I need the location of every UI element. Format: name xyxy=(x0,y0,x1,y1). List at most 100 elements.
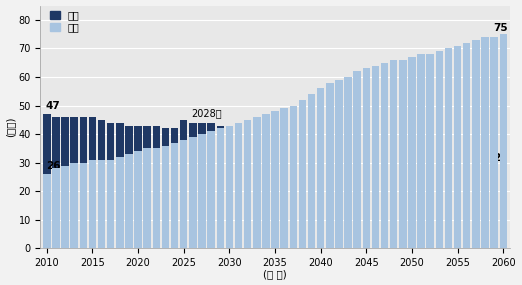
Bar xyxy=(353,71,361,248)
Bar xyxy=(299,100,306,248)
Bar xyxy=(490,166,498,248)
Bar xyxy=(171,143,179,248)
Bar xyxy=(52,117,60,248)
Bar xyxy=(426,160,434,248)
Legend: 출생, 사망: 출생, 사망 xyxy=(50,11,79,32)
Bar xyxy=(189,123,197,248)
Bar xyxy=(52,168,60,248)
Bar xyxy=(317,154,324,248)
Bar xyxy=(390,60,397,248)
Bar xyxy=(262,114,270,248)
Bar xyxy=(345,77,352,248)
Bar xyxy=(189,137,197,248)
Bar xyxy=(363,160,370,248)
Bar xyxy=(152,125,160,248)
Bar xyxy=(418,54,425,248)
Bar xyxy=(226,125,233,248)
Bar xyxy=(500,166,507,248)
Bar xyxy=(171,128,179,248)
Bar xyxy=(353,157,361,248)
Bar xyxy=(116,157,124,248)
Bar xyxy=(144,125,151,248)
Bar xyxy=(134,125,142,248)
Bar xyxy=(89,160,96,248)
Bar xyxy=(244,131,252,248)
Bar xyxy=(408,57,416,248)
Bar xyxy=(70,117,78,248)
Bar xyxy=(79,163,87,248)
Bar xyxy=(125,154,133,248)
Bar xyxy=(180,120,187,248)
Text: 2028년: 2028년 xyxy=(191,108,222,118)
Bar xyxy=(308,94,315,248)
Bar xyxy=(445,163,452,248)
Bar xyxy=(317,88,324,248)
Bar xyxy=(372,160,379,248)
Bar xyxy=(490,37,498,248)
Bar xyxy=(418,160,425,248)
Bar xyxy=(43,114,51,248)
Bar xyxy=(326,83,334,248)
Bar xyxy=(390,160,397,248)
Bar xyxy=(363,68,370,248)
Bar xyxy=(463,43,470,248)
Bar xyxy=(198,134,206,248)
Bar xyxy=(408,160,416,248)
Bar xyxy=(308,151,315,248)
Bar xyxy=(299,148,306,248)
Bar xyxy=(207,131,215,248)
Bar xyxy=(262,137,270,248)
Bar xyxy=(381,160,388,248)
Bar xyxy=(107,160,114,248)
Bar xyxy=(345,157,352,248)
Bar xyxy=(235,128,242,248)
Text: 47: 47 xyxy=(46,101,61,111)
Bar xyxy=(463,163,470,248)
Bar xyxy=(217,128,224,248)
Bar xyxy=(500,34,507,248)
Bar xyxy=(445,48,452,248)
Bar xyxy=(70,163,78,248)
Text: 29: 29 xyxy=(493,153,508,163)
Bar xyxy=(426,54,434,248)
Bar xyxy=(271,140,279,248)
Bar xyxy=(198,123,206,248)
Bar xyxy=(399,60,407,248)
X-axis label: (연 도): (연 도) xyxy=(263,269,287,280)
Bar xyxy=(253,134,260,248)
Text: 26: 26 xyxy=(46,161,61,171)
Bar xyxy=(372,66,379,248)
Bar xyxy=(62,166,69,248)
Bar xyxy=(290,105,297,248)
Y-axis label: (만명): (만명) xyxy=(6,117,16,137)
Bar xyxy=(271,111,279,248)
Bar xyxy=(454,163,461,248)
Bar xyxy=(435,51,443,248)
Bar xyxy=(180,140,187,248)
Bar xyxy=(89,117,96,248)
Bar xyxy=(244,120,252,248)
Bar xyxy=(381,63,388,248)
Bar xyxy=(162,146,169,248)
Bar xyxy=(253,117,260,248)
Bar xyxy=(79,117,87,248)
Bar xyxy=(207,123,215,248)
Bar xyxy=(481,37,489,248)
Bar xyxy=(152,148,160,248)
Bar xyxy=(335,80,342,248)
Bar xyxy=(98,160,105,248)
Bar xyxy=(435,160,443,248)
Bar xyxy=(43,174,51,248)
Bar xyxy=(472,40,480,248)
Bar xyxy=(454,46,461,248)
Bar xyxy=(481,166,489,248)
Bar xyxy=(134,151,142,248)
Bar xyxy=(290,146,297,248)
Bar xyxy=(472,163,480,248)
Bar xyxy=(326,154,334,248)
Bar xyxy=(107,123,114,248)
Bar xyxy=(217,125,224,248)
Bar xyxy=(98,120,105,248)
Bar xyxy=(280,108,288,248)
Bar xyxy=(116,123,124,248)
